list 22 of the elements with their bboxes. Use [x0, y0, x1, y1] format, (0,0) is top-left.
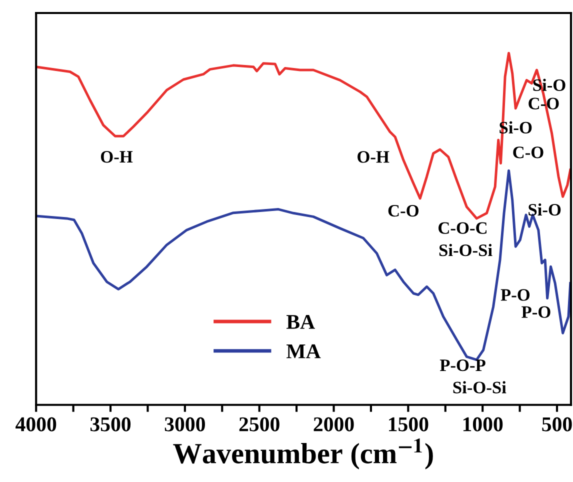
annotation: O-H	[358, 151, 390, 163]
x-axis-title: Wavenumber (cm$^{−1}$)	[173, 438, 433, 470]
legend-label: MA	[286, 344, 321, 358]
annotation: Si-O-Si	[453, 381, 506, 394]
x-tick-label: 3500	[90, 417, 131, 432]
x-tick-label: 1000	[463, 417, 503, 432]
annotation: C-O	[388, 204, 418, 217]
x-tick-label: 1500	[389, 417, 428, 432]
x-tick-label: 4000	[16, 417, 56, 432]
annotation: P-O	[522, 306, 550, 318]
annotation: O-H	[100, 151, 133, 163]
annotation: P-O-P	[440, 359, 486, 372]
annotation: Si-O	[528, 203, 561, 216]
x-tick-label: 500	[542, 417, 572, 432]
x-tick-label: 3000	[164, 417, 205, 432]
x-tick-label: 2500	[239, 417, 280, 432]
annotation: C-O	[513, 146, 544, 158]
annotation: C-O-C	[438, 222, 486, 234]
x-tick-label: 2000	[314, 417, 354, 432]
annotation: P-O	[500, 289, 530, 301]
annotation: Si-O-Si	[439, 244, 492, 256]
legend-label: BA	[286, 314, 315, 329]
